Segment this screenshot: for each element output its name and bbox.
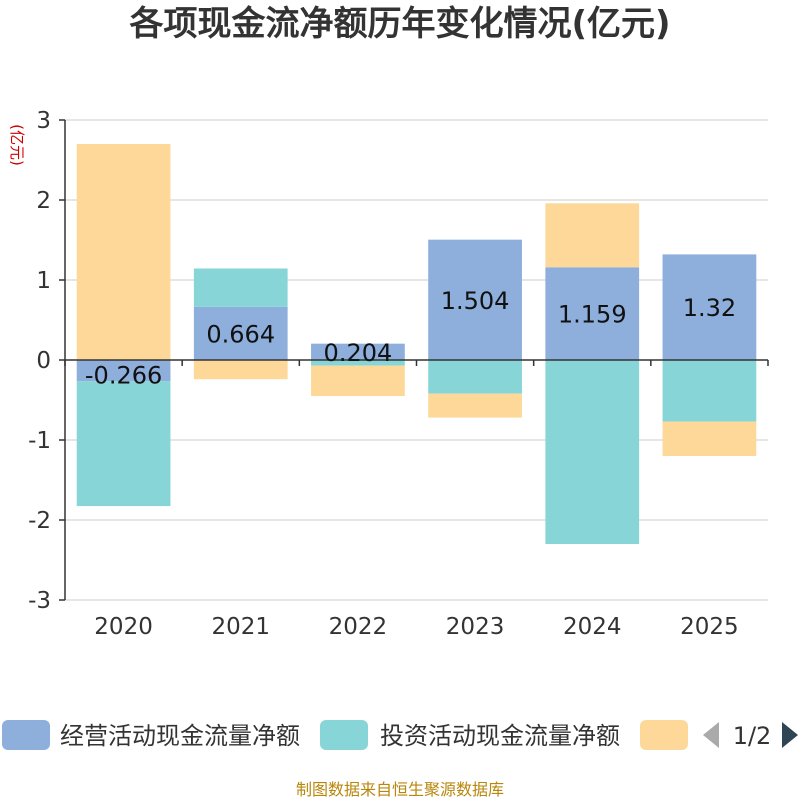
bar-series1-2022 [311, 343, 405, 360]
bar-series2-2020 [76, 381, 171, 507]
bar-series2-2025 [662, 360, 757, 422]
y-tick-label: 0 [36, 348, 51, 374]
x-tick-label: 2024 [563, 614, 622, 640]
legend-next-page-icon[interactable] [782, 722, 798, 748]
y-tick-label: 3 [36, 108, 51, 134]
y-tick-label: -3 [28, 588, 51, 614]
legend-swatch-3[interactable] [640, 720, 688, 750]
x-tick-label: 2021 [211, 614, 270, 640]
bar-marks [76, 144, 757, 544]
bar-series2-2022 [311, 360, 405, 366]
legend-page-indicator: 1/2 [733, 722, 772, 750]
bar-series2-2021 [193, 268, 288, 307]
chart-title: 各项现金流净额历年变化情况(亿元) [129, 4, 670, 44]
legend-prev-page-icon[interactable] [703, 722, 719, 748]
bar-series3-2022 [311, 365, 405, 396]
bar-series3-2020 [76, 144, 171, 360]
y-tick-label: 2 [36, 188, 51, 214]
grid-lines [65, 119, 768, 601]
bar-series3-2023 [428, 393, 522, 418]
bar-series1-2023 [428, 239, 522, 360]
axes: 3 2 1 0 -1 -2 -3 2020 2021 2022 2023 2024 2025 [28, 108, 769, 640]
y-tick-label: -1 [28, 428, 51, 454]
data-label-2020: -0.266 [85, 361, 162, 389]
data-label-2022: 0.204 [324, 339, 393, 367]
y-axis-unit: (亿元) [8, 124, 26, 166]
data-label-2023: 1.504 [441, 287, 510, 315]
x-tick-label: 2023 [446, 614, 505, 640]
bar-series1-2020 [76, 360, 171, 382]
bar-series2-2024 [545, 360, 640, 544]
bar-series1-2025 [662, 254, 757, 360]
x-tick-label: 2020 [94, 614, 153, 640]
bar-series1-2021 [193, 306, 288, 360]
legend-swatch-2[interactable] [320, 720, 368, 750]
data-label-2021: 0.664 [206, 320, 275, 348]
bar-series2-2023 [428, 360, 522, 394]
y-tick-label: 1 [36, 268, 51, 294]
legend[interactable]: 经营活动现金流量净额 投资活动现金流量净额 1/2 [2, 720, 798, 750]
data-label-2025: 1.32 [683, 294, 736, 322]
bar-series1-2024 [545, 267, 640, 360]
legend-swatch-1[interactable] [2, 720, 50, 750]
bar-series3-2025 [662, 421, 757, 456]
bar-series3-2021 [193, 360, 288, 380]
legend-label-1[interactable]: 经营活动现金流量净额 [60, 722, 300, 750]
x-tick-label: 2022 [329, 614, 388, 640]
data-labels: -0.266 0.664 0.204 1.504 1.159 1.32 [85, 287, 736, 389]
legend-label-2[interactable]: 投资活动现金流量净额 [380, 722, 620, 750]
data-source-note: 制图数据来自恒生聚源数据库 [296, 780, 504, 799]
bar-series3-2024 [545, 203, 640, 268]
data-label-2024: 1.159 [558, 301, 627, 329]
x-tick-label: 2025 [680, 614, 739, 640]
y-tick-label: -2 [28, 508, 51, 534]
